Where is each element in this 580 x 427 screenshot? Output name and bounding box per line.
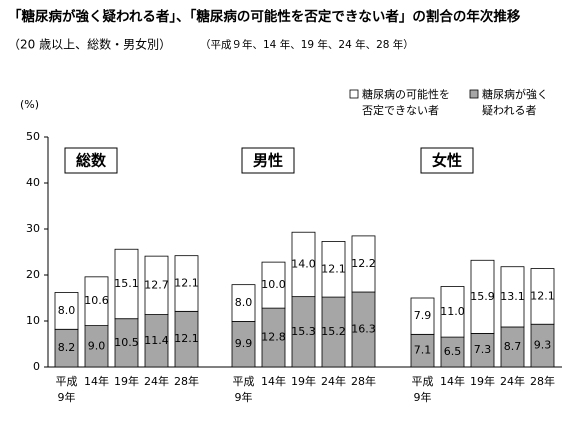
bar-segment [500,266,525,328]
y-axis-label: (%) [20,98,39,111]
value-label: 8.0 [235,296,253,309]
value-label: 15.1 [114,277,139,290]
x-tick-label: 平成 9年 [412,375,434,404]
x-tick-label: 19年 [470,374,495,388]
value-label: 10.5 [114,336,139,349]
value-label: 13.1 [500,290,525,303]
y-tick-label: 30 [26,222,40,235]
x-tick-label: 19年 [291,374,316,388]
value-label: 8.2 [58,341,76,354]
value-label: 12.1 [174,332,199,345]
legend-swatch [349,89,359,99]
value-label: 7.9 [414,309,432,322]
group-label-box [64,147,118,174]
chart-subtitle: （20 歳以上、総数・男女別） [8,37,171,52]
group-label-box [420,147,474,174]
chart-title: 「糖尿病が強く疑われる者」、「糖尿病の可能性を否定できない者」の割合の年次推移 [8,8,521,25]
legend-label: 糖尿病が強く疑われる者 [482,87,548,117]
value-label: 7.1 [414,344,432,357]
bar-segment [410,297,435,335]
group-label: 女性 [432,152,462,170]
bar-segment [144,255,169,315]
y-tick-label: 10 [26,314,40,327]
bar-segment [54,292,79,330]
value-label: 14.0 [291,257,316,270]
y-tick-label: 40 [26,176,40,189]
y-tick-label: 20 [26,268,40,281]
x-tick-label: 28年 [174,374,199,388]
x-tick-label: 24年 [500,374,525,388]
x-tick-label: 14年 [261,374,286,388]
x-tick-label: 14年 [84,374,109,388]
chart-subtitle: （平成９年、14 年、19 年、24 年、28 年） [200,38,414,51]
group-label: 男性 [253,152,283,170]
value-label: 16.3 [351,323,376,336]
bar-segment [84,276,109,326]
x-tick-label: 19年 [114,374,139,388]
bar-segment [440,286,465,338]
value-label: 8.0 [58,304,76,317]
value-label: 12.1 [530,289,555,302]
value-label: 7.3 [474,343,492,356]
value-label: 12.2 [351,257,376,270]
bar-segment [291,231,316,298]
bar-segment [470,259,495,334]
y-tick-label: 50 [26,130,40,143]
bar-segment [351,235,376,293]
value-label: 12.1 [174,277,199,290]
legend-label: 糖尿病の可能性を否定できない者 [362,87,450,117]
x-tick-label: 14年 [440,374,465,388]
bar-segment [261,261,286,309]
x-tick-label: 28年 [530,374,555,388]
y-tick-label: 0 [33,360,40,373]
value-label: 9.0 [88,339,106,352]
x-tick-label: 平成 9年 [233,375,255,404]
bar-segment [114,248,139,320]
value-label: 11.4 [144,334,169,347]
value-label: 15.9 [470,290,495,303]
bar-segment [231,284,256,322]
x-tick-label: 平成 9年 [56,375,78,404]
value-label: 12.1 [321,262,346,275]
value-label: 12.8 [261,331,286,344]
x-tick-label: 24年 [321,374,346,388]
value-label: 9.9 [235,337,253,350]
value-label: 9.3 [534,339,552,352]
bar-segment [321,241,346,298]
value-label: 15.2 [321,325,346,338]
value-label: 15.3 [291,325,316,338]
value-label: 6.5 [444,345,462,358]
value-label: 11.0 [440,305,465,318]
group-label: 総数 [76,152,107,170]
value-label: 10.0 [261,278,286,291]
legend-swatch [469,89,479,99]
bar-segment [174,255,199,312]
value-label: 10.6 [84,294,109,307]
x-tick-label: 24年 [144,374,169,388]
bar-segment [530,268,555,325]
value-label: 8.7 [504,340,522,353]
x-tick-label: 28年 [351,374,376,388]
value-label: 12.7 [144,278,169,291]
group-label-box [241,147,295,174]
